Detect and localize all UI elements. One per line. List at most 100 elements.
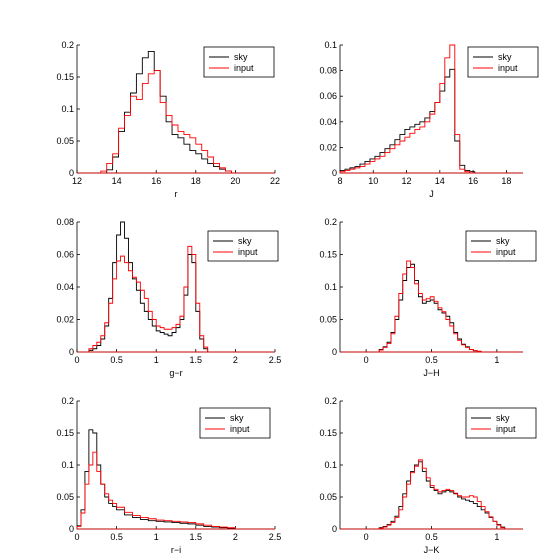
y-tick-label: 0.1 bbox=[324, 460, 337, 470]
y-tick-label: 0.05 bbox=[56, 492, 74, 502]
y-tick-label: 0.02 bbox=[319, 142, 337, 152]
y-tick-label: 0.15 bbox=[56, 428, 74, 438]
y-tick-label: 0.15 bbox=[319, 250, 337, 260]
legend-label-input: input bbox=[238, 247, 258, 257]
series-line-sky bbox=[378, 263, 482, 352]
y-tick-label: 0.05 bbox=[319, 315, 337, 325]
x-tick-label: 2.5 bbox=[269, 355, 282, 365]
x-tick-label: 14 bbox=[435, 176, 445, 186]
x-tick-label: 2 bbox=[233, 355, 238, 365]
series-line-sky bbox=[378, 461, 506, 529]
y-tick-label: 0.1 bbox=[61, 104, 74, 114]
legend-box bbox=[203, 46, 275, 78]
y-tick-label: 0 bbox=[69, 524, 74, 534]
y-tick-label: 0.2 bbox=[324, 217, 337, 227]
series-line-input bbox=[378, 260, 482, 352]
y-tick-label: 0.08 bbox=[56, 217, 74, 227]
x-tick-label: 0 bbox=[74, 355, 79, 365]
series-line-input bbox=[378, 459, 506, 529]
legend-label-input: input bbox=[496, 247, 516, 257]
x-axis-label: J−K bbox=[424, 545, 440, 555]
legend-label-sky: sky bbox=[496, 413, 510, 423]
y-tick-label: 0.2 bbox=[61, 40, 74, 50]
x-tick-label: 0 bbox=[74, 532, 79, 542]
x-tick-label: 1 bbox=[154, 355, 159, 365]
x-axis-label: g−r bbox=[169, 368, 182, 378]
x-tick-label: 1.5 bbox=[190, 355, 203, 365]
legend-label-sky: sky bbox=[230, 413, 244, 423]
legend-box bbox=[467, 46, 539, 78]
x-tick-label: 1 bbox=[154, 532, 159, 542]
legend-label-sky: sky bbox=[234, 52, 248, 62]
x-tick-label: 10 bbox=[368, 176, 378, 186]
x-axis-label: r−i bbox=[171, 545, 181, 555]
series-line-input bbox=[100, 70, 232, 173]
x-tick-label: 16 bbox=[151, 176, 161, 186]
series-line-input bbox=[339, 44, 475, 174]
y-tick-label: 0.05 bbox=[56, 136, 74, 146]
x-tick-label: 0.5 bbox=[110, 532, 123, 542]
series-line-sky bbox=[76, 429, 236, 529]
y-tick-label: 0.06 bbox=[56, 250, 74, 260]
series-line-sky bbox=[88, 221, 209, 352]
y-tick-label: 0.2 bbox=[61, 396, 74, 406]
y-tick-label: 0.04 bbox=[319, 117, 337, 127]
x-tick-label: 0.5 bbox=[425, 355, 438, 365]
legend-label-sky: sky bbox=[238, 236, 252, 246]
y-tick-label: 0.1 bbox=[324, 40, 337, 50]
series-line-sky bbox=[106, 50, 232, 173]
y-tick-label: 0.15 bbox=[56, 72, 74, 82]
x-axis-label: J bbox=[429, 189, 434, 199]
x-axis-label: r bbox=[175, 189, 178, 199]
legend-label-sky: sky bbox=[498, 52, 512, 62]
y-tick-label: 0.15 bbox=[319, 428, 337, 438]
legend-box bbox=[207, 230, 279, 262]
legend-label-input: input bbox=[230, 424, 250, 434]
legend-box bbox=[465, 230, 537, 262]
x-tick-label: 18 bbox=[501, 176, 511, 186]
y-tick-label: 0.05 bbox=[319, 492, 337, 502]
x-tick-label: 20 bbox=[230, 176, 240, 186]
x-axis-label: J−H bbox=[423, 368, 439, 378]
series-line-sky bbox=[339, 68, 476, 173]
x-tick-label: 0.5 bbox=[110, 355, 123, 365]
y-tick-label: 0.08 bbox=[319, 66, 337, 76]
y-tick-label: 0.06 bbox=[319, 91, 337, 101]
series-line-input bbox=[88, 245, 209, 352]
x-tick-label: 0.5 bbox=[425, 532, 438, 542]
y-tick-label: 0 bbox=[69, 168, 74, 178]
x-tick-label: 1 bbox=[494, 532, 499, 542]
y-tick-label: 0.02 bbox=[56, 315, 74, 325]
y-tick-label: 0.1 bbox=[324, 282, 337, 292]
x-tick-label: 8 bbox=[337, 176, 342, 186]
x-tick-label: 1 bbox=[494, 355, 499, 365]
x-tick-label: 16 bbox=[468, 176, 478, 186]
x-tick-label: 18 bbox=[191, 176, 201, 186]
x-tick-label: 14 bbox=[112, 176, 122, 186]
y-tick-label: 0.1 bbox=[61, 460, 74, 470]
x-tick-label: 12 bbox=[402, 176, 412, 186]
legend-label-input: input bbox=[496, 424, 516, 434]
y-tick-label: 0 bbox=[332, 168, 337, 178]
legend-label-input: input bbox=[498, 63, 518, 73]
y-tick-label: 0.2 bbox=[324, 396, 337, 406]
x-tick-label: 2.5 bbox=[269, 532, 282, 542]
x-tick-label: 2 bbox=[233, 532, 238, 542]
x-tick-label: 1.5 bbox=[190, 532, 203, 542]
y-tick-label: 0 bbox=[332, 524, 337, 534]
y-tick-label: 0 bbox=[332, 347, 337, 357]
legend-label-sky: sky bbox=[496, 236, 510, 246]
